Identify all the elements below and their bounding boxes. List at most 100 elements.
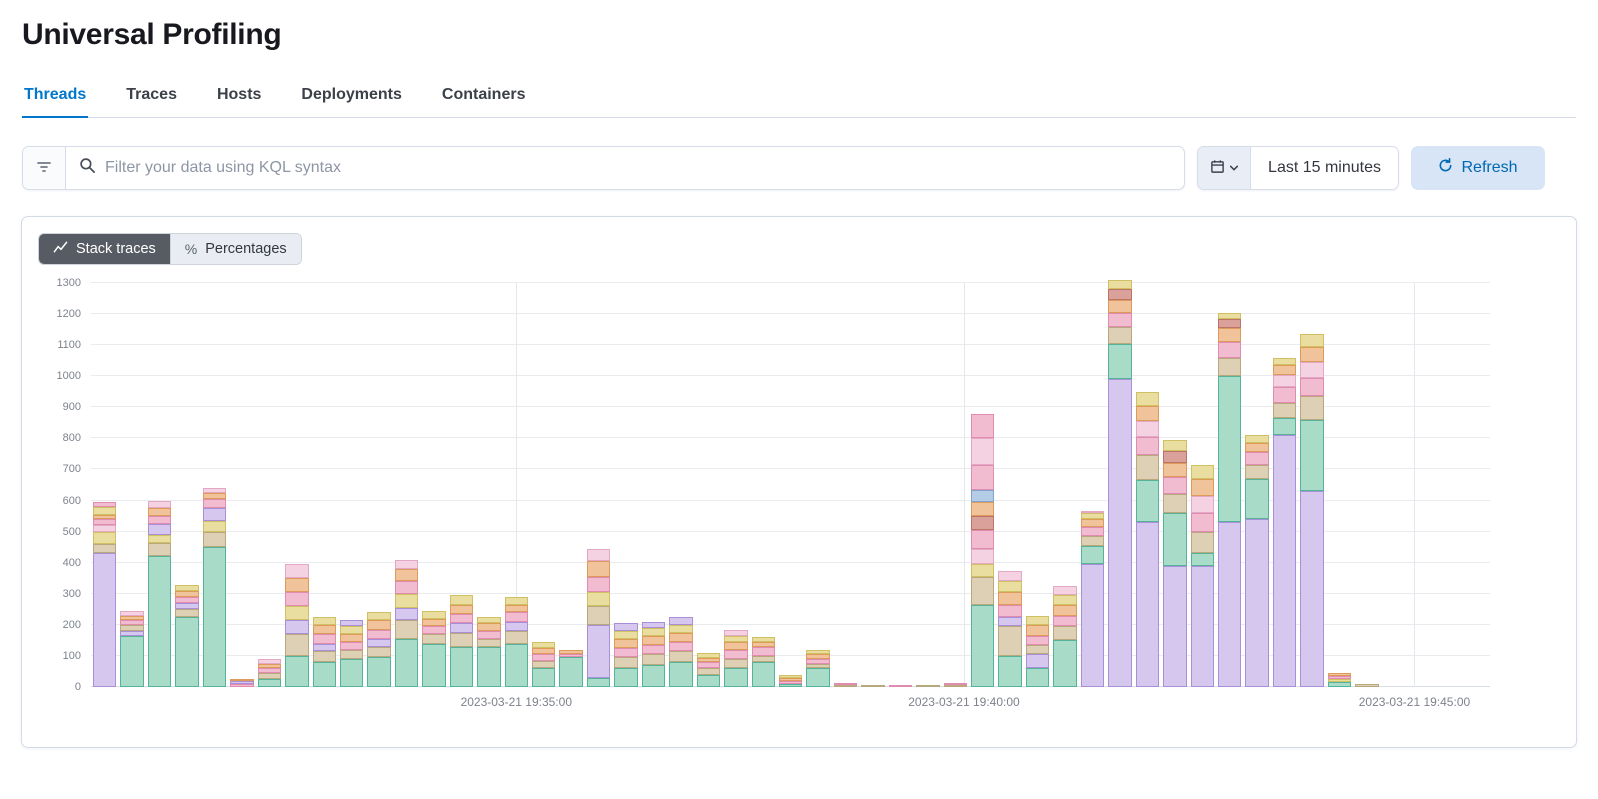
- bar-segment-orange[interactable]: [1053, 604, 1077, 616]
- bar-segment-yellow[interactable]: [367, 612, 391, 621]
- bar-segment-tan[interactable]: [861, 685, 885, 687]
- bar-segment-teal[interactable]: [339, 659, 364, 687]
- bar-segment-mauve[interactable]: [120, 610, 144, 616]
- bar-segment-purple[interactable]: [339, 620, 364, 627]
- bar-segment-pink[interactable]: [120, 620, 144, 625]
- bar-segment-yellow[interactable]: [1135, 391, 1160, 406]
- bar-segment-orange[interactable]: [147, 508, 172, 517]
- bar-segment-yellow[interactable]: [175, 584, 199, 591]
- bar-segment-purple[interactable]: [1245, 519, 1269, 687]
- bar-segment-purple[interactable]: [1108, 379, 1132, 687]
- bar-segment-tan[interactable]: [1163, 494, 1187, 513]
- bar-segment-tan[interactable]: [724, 659, 748, 669]
- bar-segment-teal[interactable]: [449, 646, 474, 687]
- bar-segment-pink[interactable]: [257, 668, 282, 674]
- bar-segment-teal[interactable]: [641, 665, 666, 687]
- bar-segment-orange[interactable]: [586, 561, 611, 577]
- stacked-bar[interactable]: [586, 283, 611, 687]
- bar-segment-yellow[interactable]: [1108, 279, 1132, 290]
- bar-segment-teal[interactable]: [175, 617, 199, 687]
- bar-segment-red[interactable]: [1163, 450, 1187, 464]
- bar-segment-pink[interactable]: [724, 649, 748, 660]
- bar-segment-orange[interactable]: [477, 623, 501, 632]
- bar-segment-teal[interactable]: [1080, 545, 1105, 565]
- stacked-bar[interactable]: [285, 283, 309, 687]
- bar-segment-pink[interactable]: [1272, 387, 1297, 403]
- stacked-bar[interactable]: [806, 283, 830, 687]
- stacked-bar[interactable]: [202, 283, 227, 687]
- bar-segment-teal[interactable]: [586, 677, 611, 687]
- stacked-bar[interactable]: [93, 283, 117, 687]
- bar-segment-yellow[interactable]: [724, 635, 748, 642]
- bar-segment-yellow[interactable]: [751, 637, 775, 642]
- bar-segment-tan[interactable]: [394, 620, 419, 639]
- bar-segment-orange[interactable]: [778, 677, 803, 681]
- stacked-bar[interactable]: [641, 283, 666, 687]
- bar-segment-teal[interactable]: [120, 635, 144, 687]
- bar-segment-tan[interactable]: [449, 632, 474, 647]
- stacked-bar[interactable]: [367, 283, 391, 687]
- bar-segment-pink[interactable]: [339, 641, 364, 650]
- bar-segment-teal[interactable]: [394, 638, 419, 687]
- bar-segment-teal[interactable]: [751, 662, 775, 687]
- bar-segment-orange[interactable]: [1163, 463, 1187, 478]
- bar-segment-pink[interactable]: [1327, 676, 1352, 680]
- bar-segment-tan[interactable]: [1272, 402, 1297, 419]
- bar-segment-pink[interactable]: [285, 592, 309, 607]
- bar-segment-pink[interactable]: [971, 464, 995, 490]
- stacked-bar[interactable]: [1410, 283, 1433, 687]
- bar-segment-mauve[interactable]: [1080, 511, 1105, 514]
- bar-segment-yellow[interactable]: [614, 631, 638, 639]
- bar-segment-purple[interactable]: [202, 508, 227, 521]
- stacked-bar[interactable]: [778, 283, 803, 687]
- bar-segment-teal[interactable]: [285, 655, 309, 687]
- bar-segment-tan[interactable]: [1080, 536, 1105, 546]
- bar-segment-yellow[interactable]: [1217, 312, 1242, 319]
- stacked-bar[interactable]: [339, 283, 364, 687]
- bar-segment-tan[interactable]: [422, 634, 446, 644]
- tab-traces[interactable]: Traces: [126, 86, 177, 103]
- bar-segment-pink[interactable]: [1053, 615, 1077, 627]
- bar-segment-mauve[interactable]: [971, 548, 995, 565]
- bar-segment-orange[interactable]: [724, 641, 748, 650]
- bar-segment-orange[interactable]: [1108, 300, 1132, 313]
- bar-segment-pink[interactable]: [943, 683, 967, 685]
- bar-segment-orange[interactable]: [422, 618, 446, 627]
- bar-segment-orange[interactable]: [285, 578, 309, 593]
- stacked-bar[interactable]: [449, 283, 474, 687]
- bar-segment-teal[interactable]: [1272, 418, 1297, 436]
- bar-segment-yellow[interactable]: [998, 581, 1022, 593]
- bar-segment-pink[interactable]: [614, 648, 638, 658]
- bar-segment-purple[interactable]: [614, 623, 638, 632]
- bar-segment-yellow[interactable]: [202, 520, 227, 532]
- bar-segment-mauve[interactable]: [1272, 374, 1297, 388]
- bar-segment-tan[interactable]: [367, 646, 391, 658]
- bar-segment-purple[interactable]: [1300, 491, 1324, 687]
- bar-segment-pink[interactable]: [477, 631, 501, 639]
- bar-segment-tan[interactable]: [641, 654, 666, 666]
- bar-segment-purple[interactable]: [641, 621, 666, 628]
- bar-segment-yellow[interactable]: [477, 617, 501, 624]
- bar-segment-pink[interactable]: [751, 646, 775, 656]
- bar-segment-yellow[interactable]: [285, 606, 309, 621]
- bar-segment-pink[interactable]: [1245, 452, 1269, 465]
- bar-segment-tan[interactable]: [669, 651, 693, 663]
- stacked-bar[interactable]: [257, 283, 282, 687]
- bar-segment-purple[interactable]: [1163, 565, 1187, 687]
- bar-segment-orange[interactable]: [1190, 478, 1214, 496]
- bar-segment-pink[interactable]: [532, 654, 556, 661]
- bar-segment-purple[interactable]: [669, 617, 693, 625]
- bar-segment-red[interactable]: [1217, 318, 1242, 329]
- bar-segment-orange[interactable]: [532, 648, 556, 655]
- bar-segment-red[interactable]: [971, 516, 995, 531]
- stacked-bar[interactable]: [751, 283, 775, 687]
- refresh-button[interactable]: Refresh: [1411, 146, 1545, 190]
- stacked-bar[interactable]: [696, 283, 721, 687]
- bar-segment-yellow[interactable]: [147, 534, 172, 543]
- bar-segment-pink[interactable]: [147, 516, 172, 524]
- bar-segment-tan[interactable]: [147, 542, 172, 557]
- bar-segment-yellow[interactable]: [1272, 357, 1297, 366]
- bar-segment-tan[interactable]: [175, 609, 199, 618]
- bar-segment-pink[interactable]: [1025, 635, 1050, 646]
- time-range-button[interactable]: Last 15 minutes: [1251, 147, 1398, 189]
